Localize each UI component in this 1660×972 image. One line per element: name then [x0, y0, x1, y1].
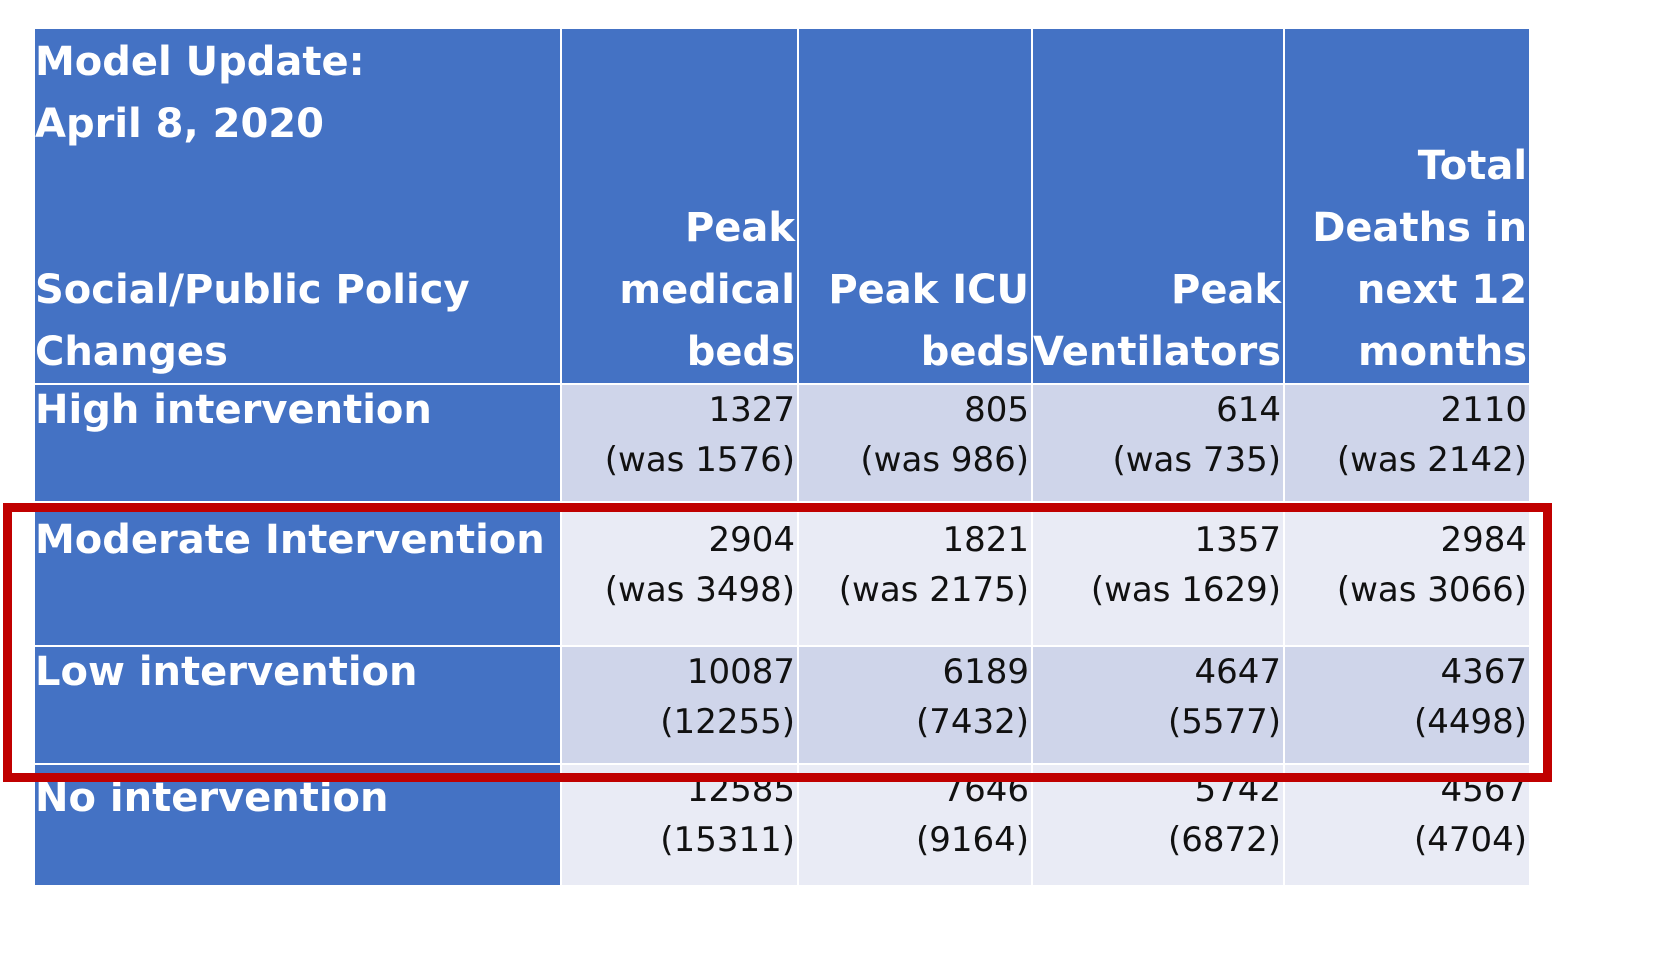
previous-value: (4704): [1413, 820, 1528, 860]
data-cell: 1821 (was 2175): [797, 501, 1033, 647]
data-cell: 2904 (was 3498): [560, 501, 799, 647]
row-label-moderate-intervention: Moderate Intervention: [33, 501, 562, 647]
current-value: 10087: [686, 652, 795, 692]
current-value: 2984: [1440, 520, 1528, 560]
model-update-table: Model Update: April 8, 2020 Social/Publi…: [33, 27, 1532, 887]
previous-value: (was 735): [1112, 440, 1282, 480]
header-text: Peak ICU: [828, 267, 1029, 313]
data-cell: 1357 (was 1629): [1030, 501, 1286, 647]
current-value: 6189: [942, 652, 1029, 692]
previous-value: (was 1629): [1090, 570, 1282, 610]
header-text: Peak: [684, 205, 795, 251]
policy-column-label: Social/Public Policy Changes: [35, 259, 470, 383]
data-cell: 805 (was 986): [797, 383, 1033, 503]
column-header-icu-beds: Peak ICU beds: [797, 27, 1033, 385]
previous-value: (9164): [915, 820, 1029, 860]
current-value: 7646: [942, 770, 1029, 810]
policy-label-line: Social/Public Policy: [35, 267, 470, 313]
current-value: 2904: [708, 520, 795, 560]
previous-value: (was 2142): [1336, 440, 1528, 480]
table-row: High intervention 1327 (was 1576) 805 (was…: [33, 383, 1532, 503]
previous-value: (was 3498): [604, 570, 795, 610]
data-cell: 10087 (12255): [560, 645, 799, 765]
previous-value: (was 986): [860, 440, 1029, 480]
data-cell: 12585 (15311): [560, 763, 799, 887]
previous-value: (6872): [1167, 820, 1282, 860]
header-text: Deaths in: [1312, 205, 1528, 251]
data-cell: 614 (was 735): [1030, 383, 1286, 503]
previous-value: (was 1576): [604, 440, 795, 480]
current-value: 614: [1216, 390, 1282, 430]
data-cell: 1327 (was 1576): [560, 383, 799, 503]
header-text: medical: [619, 267, 795, 313]
table-row: Low intervention 10087 (12255) 6189 (7432)…: [33, 645, 1532, 765]
current-value: 4567: [1440, 770, 1528, 810]
column-header-total-deaths: Total Deaths in next 12 months: [1283, 27, 1532, 385]
column-header-ventilators: Peak Ventilators: [1030, 27, 1286, 385]
current-value: 4367: [1440, 652, 1528, 692]
current-value: 4647: [1194, 652, 1282, 692]
previous-value: (15311): [660, 820, 795, 860]
header-text: Ventilators: [1033, 329, 1282, 375]
model-update-title: Model Update: April 8, 2020: [35, 31, 365, 155]
policy-label-line: Changes: [35, 329, 228, 375]
data-cell: 4647 (5577): [1030, 645, 1286, 765]
previous-value: (4498): [1413, 702, 1528, 742]
data-cell: 7646 (9164): [797, 763, 1033, 887]
table-row: No intervention 12585 (15311) 7646 (9164) …: [33, 763, 1532, 887]
previous-value: (5577): [1167, 702, 1282, 742]
header-text: Peak: [1171, 267, 1282, 313]
data-cell: 5742 (6872): [1030, 763, 1286, 887]
current-value: 2110: [1440, 390, 1528, 430]
row-label-no-intervention: No intervention: [33, 763, 562, 887]
previous-value: (was 2175): [838, 570, 1029, 610]
header-text: beds: [686, 329, 795, 375]
previous-value: (12255): [660, 702, 795, 742]
previous-value: (7432): [915, 702, 1029, 742]
header-text: beds: [920, 329, 1029, 375]
current-value: 1327: [708, 390, 795, 430]
header-row: Model Update: April 8, 2020 Social/Publi…: [33, 27, 1532, 385]
data-cell: 2110 (was 2142): [1283, 383, 1532, 503]
current-value: 12585: [686, 770, 795, 810]
header-text: Total: [1417, 143, 1528, 189]
header-text: months: [1358, 329, 1528, 375]
header-text: next 12: [1356, 267, 1528, 313]
data-cell: 2984 (was 3066): [1283, 501, 1532, 647]
date-line: April 8, 2020: [35, 101, 324, 147]
column-header-medical-beds: Peak medical beds: [560, 27, 799, 385]
current-value: 805: [964, 390, 1029, 430]
current-value: 1821: [942, 520, 1029, 560]
row-label-low-intervention: Low intervention: [33, 645, 562, 765]
row-label-high-intervention: High intervention: [33, 383, 562, 503]
previous-value: (was 3066): [1336, 570, 1528, 610]
corner-header-cell: Model Update: April 8, 2020 Social/Publi…: [33, 27, 562, 385]
title-line: Model Update:: [35, 39, 365, 85]
data-cell: 6189 (7432): [797, 645, 1033, 765]
data-cell: 4567 (4704): [1283, 763, 1532, 887]
current-value: 5742: [1194, 770, 1282, 810]
table-row: Moderate Intervention 2904 (was 3498) 182…: [33, 501, 1532, 647]
current-value: 1357: [1194, 520, 1282, 560]
data-cell: 4367 (4498): [1283, 645, 1532, 765]
